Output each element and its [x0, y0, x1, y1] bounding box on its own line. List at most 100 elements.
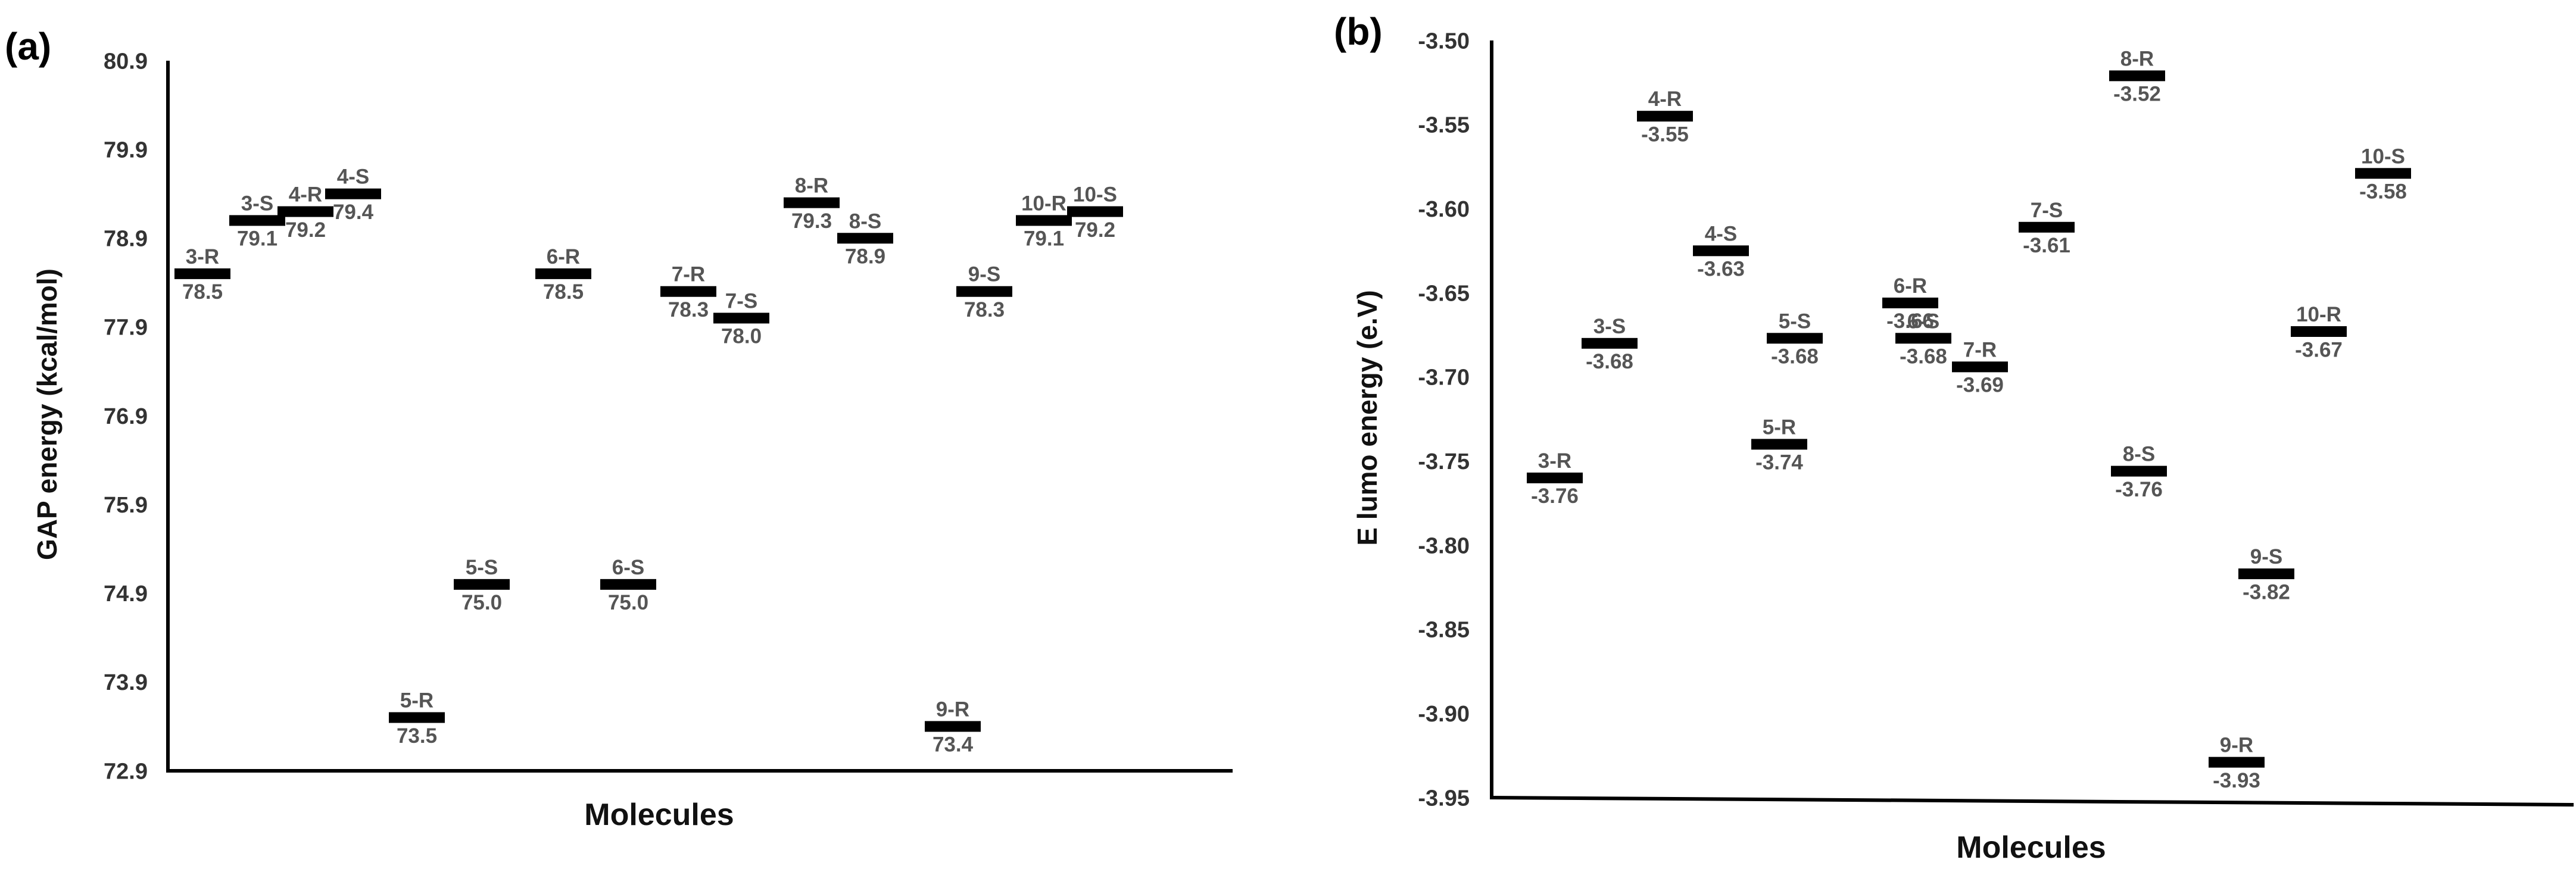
panel-a-level-bar [229, 215, 285, 226]
panel-a-molecule-label: 4-R [289, 183, 322, 207]
panel-b-level-bar [1952, 361, 2008, 373]
panel-a-molecule-label: 4-S [337, 165, 369, 189]
panel-a-y-tick-label: 77.9 [104, 315, 148, 340]
panel-a-molecule-label: 7-R [672, 263, 705, 286]
panel-b-molecule-label: 4-R [1648, 87, 1682, 111]
panel-b-molecule-label: 9-S [2250, 545, 2282, 568]
panel-b-value-label: -3.68 [1586, 350, 1633, 373]
panel-b-molecule-label: 3-R [1538, 449, 1571, 473]
panel-b: (b) E lumo energy (e.V) Molecules -3.50 -… [1334, 10, 2574, 865]
panel-a-value-label: 73.5 [397, 724, 437, 748]
panel-a-y-tick-label: 73.9 [104, 670, 148, 695]
panel-a-xlabel: Molecules [584, 798, 734, 832]
panel-b-xlabel: Molecules [1956, 830, 2106, 865]
panel-a-value-label: 78.3 [964, 298, 1005, 321]
panel-b-ylabel: E lumo energy (e.V) [1352, 290, 1383, 545]
panel-a-y-tick-label: 76.9 [104, 404, 148, 429]
panel-a-letter: (a) [5, 25, 51, 68]
panel-b-level-bar [2291, 326, 2347, 337]
panel-b-molecule-label: 6-R [1894, 274, 1927, 298]
panel-b-molecule-label: 7-R [1963, 338, 1997, 361]
panel-a-molecule-label: 7-S [725, 289, 757, 312]
panel-a-level-bar [535, 268, 591, 279]
panel-b-value-label: -3.52 [2113, 83, 2161, 106]
panel-b-value-label: -3.66 [1886, 310, 1934, 333]
panel-b-value-label: -3.67 [2295, 338, 2343, 361]
panel-b-value-label: -3.82 [2243, 580, 2290, 604]
panel-b-value-label: -3.63 [1697, 258, 1745, 281]
panel-a-level-bar [600, 579, 656, 590]
panel-a: (a) GAP energy (kcal/mol) Molecules 80.9… [5, 25, 1233, 832]
panel-b-level-bar [1751, 439, 1807, 450]
panel-b-value-label: -3.69 [1956, 374, 2004, 397]
panel-b-value-label: -3.55 [1641, 123, 1689, 146]
panel-a-y-tick-label: 72.9 [104, 759, 148, 784]
panel-a-level-bar [925, 721, 981, 732]
panel-b-level-bar [2355, 168, 2411, 179]
panel-a-molecule-label: 6-R [547, 245, 580, 268]
panel-a-value-label: 78.0 [721, 325, 762, 348]
panel-a-level-bar [837, 233, 893, 244]
panel-b-molecule-label: 8-S [2123, 443, 2155, 466]
panel-b-molecule-label: 10-S [2361, 145, 2405, 168]
panel-b-value-label: -3.76 [2115, 478, 2163, 501]
panel-a-molecule-label: 8-R [795, 174, 828, 198]
panel-a-ticks: 80.9 79.9 78.9 77.9 76.9 75.9 74.9 73.9 72.9 [104, 49, 148, 784]
panel-b-value-label: -3.61 [2023, 234, 2070, 257]
panel-b-value-label: -3.76 [1531, 485, 1579, 508]
panel-a-y-tick-label: 78.9 [104, 227, 148, 252]
panel-b-level-bar [2111, 465, 2167, 477]
panel-b-molecule-label: 10-R [2296, 303, 2341, 326]
panel-a-molecule-label: 5-R [400, 689, 434, 712]
panel-a-level-bar [277, 206, 333, 217]
panel-a-value-label: 79.1 [1024, 227, 1064, 251]
panel-b-y-tick-label: -3.50 [1418, 29, 1470, 54]
panel-a-molecule-label: 9-S [968, 263, 1000, 286]
panel-a-level-bar [784, 197, 840, 208]
panel-a-level-bar [1067, 206, 1123, 217]
panel-a-value-label: 79.1 [237, 227, 277, 251]
panel-b-y-tick-label: -3.90 [1418, 702, 1470, 727]
panel-b-y-tick-label: -3.70 [1418, 365, 1470, 390]
panel-a-y-tick-label: 79.9 [104, 137, 148, 162]
panel-a-value-label: 78.9 [845, 245, 885, 268]
panel-b-level-bar [2238, 568, 2294, 580]
panel-a-molecule-label: 10-R [1021, 192, 1066, 215]
panel-b-value-label: -3.74 [1755, 451, 1803, 474]
panel-b-level-bar [2209, 757, 2265, 768]
panel-a-level-bar [713, 312, 769, 324]
panel-b-marks: 3-R -3.76 3-S -3.68 4-R -3.55 4-S -3.63 5-R -3.74… [1527, 47, 2411, 792]
panel-b-molecule-label: 5-S [1779, 310, 1811, 333]
panel-a-molecule-label: 5-S [466, 556, 498, 579]
panel-a-molecule-label: 3-R [186, 245, 219, 268]
panel-a-molecule-label: 8-S [849, 210, 881, 233]
panel-a-value-label: 79.3 [791, 210, 832, 233]
panel-a-molecule-label: 3-S [241, 192, 273, 215]
panel-a-y-tick-label: 80.9 [104, 49, 148, 74]
panel-b-level-bar [1767, 333, 1823, 344]
panel-a-value-label: 75.0 [461, 591, 502, 614]
panel-b-y-tick-label: -3.55 [1418, 113, 1470, 138]
panel-b-level-bar [1582, 337, 1638, 349]
panel-b-molecule-label: 6-S [1907, 310, 1939, 333]
panel-a-value-label: 73.4 [933, 733, 974, 757]
panel-a-level-bar [389, 712, 445, 723]
panel-a-level-bar [956, 286, 1012, 297]
panel-a-value-label: 79.2 [285, 218, 326, 242]
panel-b-value-label: -3.68 [1771, 345, 1819, 368]
panel-a-value-label: 78.5 [543, 280, 584, 304]
panel-a-molecule-label: 10-S [1073, 183, 1117, 207]
panel-b-y-tick-label: -3.85 [1418, 618, 1470, 643]
panel-a-value-label: 79.4 [333, 201, 374, 224]
panel-b-y-tick-label: -3.75 [1418, 449, 1470, 474]
panel-b-ticks: -3.50 -3.55 -3.60 -3.65 -3.70 -3.75 -3.80 -3.85… [1418, 29, 1470, 811]
panel-b-x-axis [1489, 796, 2574, 807]
panel-a-value-label: 79.2 [1075, 218, 1115, 242]
panel-a-molecule-label: 6-S [612, 556, 644, 579]
panel-b-letter: (b) [1334, 10, 1383, 53]
panel-b-level-bar [2019, 221, 2075, 233]
panel-b-molecule-label: 3-S [1593, 315, 1626, 338]
panel-b-level-bar [1637, 111, 1693, 122]
panel-b-level-bar [2109, 70, 2165, 82]
